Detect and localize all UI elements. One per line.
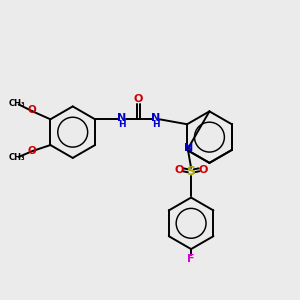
Text: H: H: [152, 120, 159, 129]
Text: N: N: [117, 113, 126, 123]
Text: N: N: [151, 113, 160, 123]
Text: O: O: [198, 165, 208, 175]
Text: CH₃: CH₃: [8, 153, 25, 162]
Text: CH₃: CH₃: [8, 99, 25, 108]
Text: F: F: [187, 254, 195, 264]
Text: O: O: [175, 165, 184, 175]
Text: H: H: [118, 120, 125, 129]
Text: O: O: [27, 146, 36, 156]
Text: O: O: [134, 94, 143, 104]
Text: O: O: [27, 105, 36, 116]
Text: N: N: [184, 143, 193, 153]
Text: S: S: [187, 165, 196, 178]
